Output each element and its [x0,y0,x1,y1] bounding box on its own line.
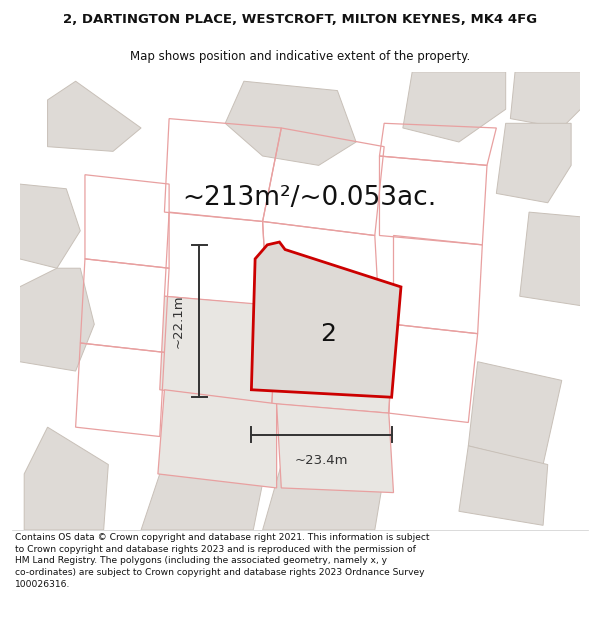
Polygon shape [520,212,580,306]
Polygon shape [277,404,394,492]
Polygon shape [272,306,394,413]
Polygon shape [225,81,356,166]
Polygon shape [20,268,94,371]
Polygon shape [141,474,263,530]
Text: 2: 2 [320,322,336,346]
Text: Contains OS data © Crown copyright and database right 2021. This information is : Contains OS data © Crown copyright and d… [15,533,430,589]
Polygon shape [251,242,401,398]
Polygon shape [459,446,548,526]
Text: ~22.1m: ~22.1m [172,294,185,348]
Polygon shape [496,123,571,202]
Polygon shape [468,362,562,464]
Text: 2, DARTINGTON PLACE, WESTCROFT, MILTON KEYNES, MK4 4FG: 2, DARTINGTON PLACE, WESTCROFT, MILTON K… [63,13,537,26]
Text: ~213m²/~0.053ac.: ~213m²/~0.053ac. [182,185,436,211]
Polygon shape [24,427,109,530]
Polygon shape [263,464,384,530]
Text: ~23.4m: ~23.4m [295,454,348,468]
Polygon shape [403,72,506,142]
Polygon shape [160,296,277,404]
Polygon shape [511,72,580,128]
Polygon shape [47,81,141,151]
Polygon shape [158,390,277,488]
Text: Map shows position and indicative extent of the property.: Map shows position and indicative extent… [130,49,470,62]
Polygon shape [20,184,80,268]
